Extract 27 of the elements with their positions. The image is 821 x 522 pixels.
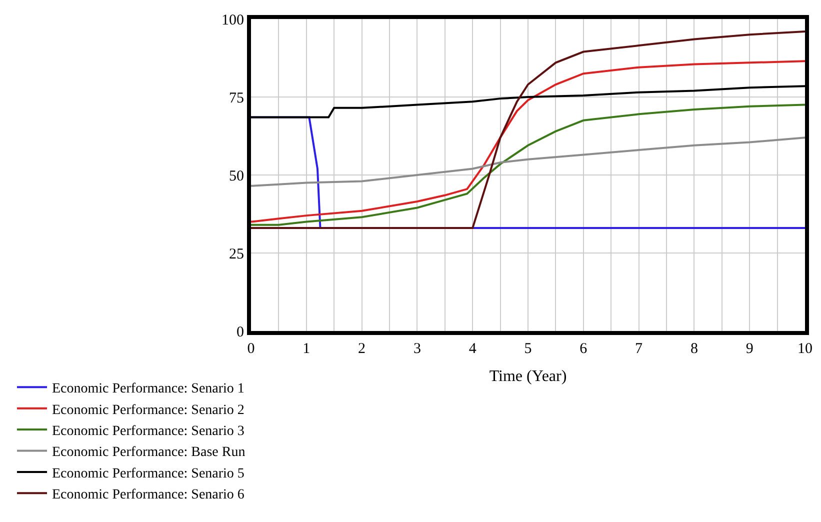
x-tick-label: 0 bbox=[247, 341, 255, 357]
legend-label: Economic Performance: Senario 3 bbox=[52, 424, 244, 440]
x-tick-label: 3 bbox=[413, 341, 421, 357]
line-series bbox=[251, 30, 805, 230]
y-tick-label: 100 bbox=[222, 12, 244, 28]
x-tick-label: 5 bbox=[524, 341, 532, 357]
line-series bbox=[251, 136, 805, 187]
y-tick-label: 75 bbox=[229, 90, 244, 106]
x-tick-label: 7 bbox=[635, 341, 644, 357]
line-series bbox=[251, 60, 805, 223]
y-tick-label: 0 bbox=[236, 324, 244, 340]
x-axis-title: Time (Year) bbox=[489, 368, 567, 386]
legend-label: Economic Performance: Senario 5 bbox=[52, 466, 244, 482]
x-tick-label: 2 bbox=[358, 341, 366, 357]
legend-label: Economic Performance: Senario 2 bbox=[52, 402, 244, 418]
line-series bbox=[251, 85, 805, 118]
x-tick-label: 9 bbox=[746, 341, 754, 357]
x-tick-label: 4 bbox=[468, 341, 477, 357]
y-tick-label: 50 bbox=[229, 168, 244, 184]
legend-label: Economic Performance: Senario 1 bbox=[52, 382, 244, 397]
x-tick-label: 6 bbox=[580, 341, 588, 357]
x-tick-label: 1 bbox=[302, 341, 310, 357]
x-tick-label: 10 bbox=[798, 341, 812, 357]
legend-label: Economic Performance: Base Run bbox=[52, 445, 246, 460]
legend-label: Economic Performance: Senario 6 bbox=[52, 488, 244, 503]
x-tick-label: 8 bbox=[690, 341, 698, 357]
y-tick-label: 25 bbox=[229, 246, 244, 262]
